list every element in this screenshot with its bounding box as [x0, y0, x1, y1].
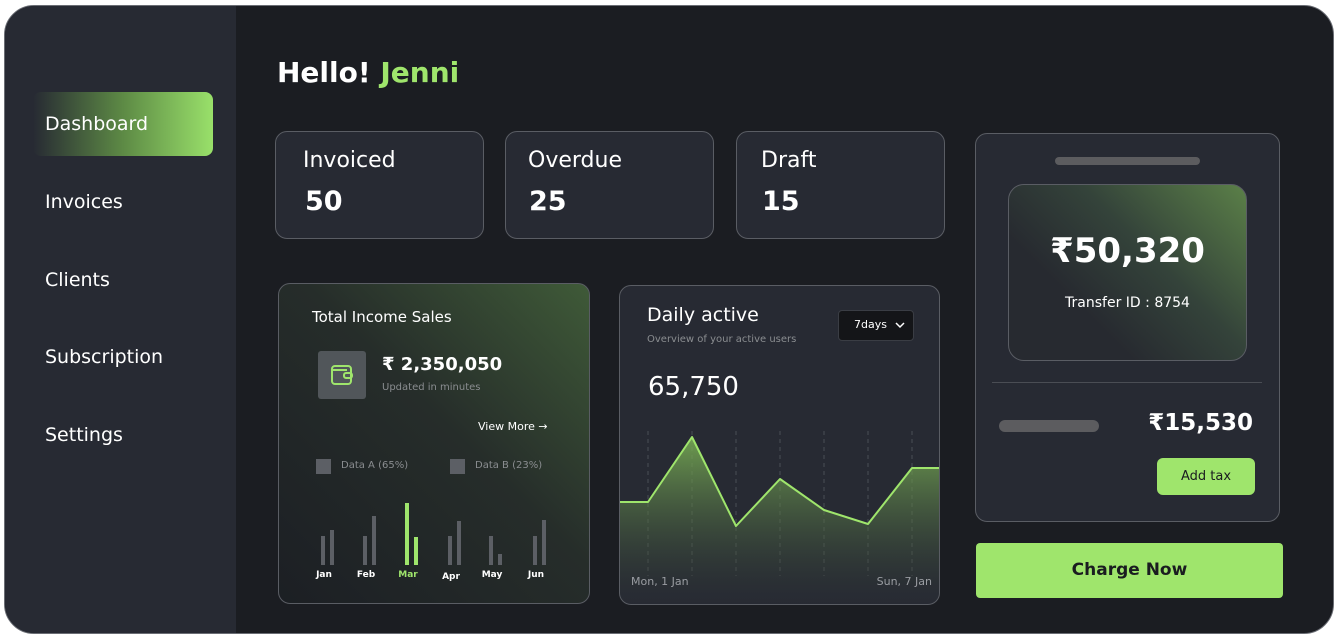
- bar-mar-b: [414, 537, 418, 565]
- x-tick-label: Jan: [316, 570, 332, 580]
- income-subtitle: Updated in minutes: [382, 382, 481, 393]
- daily-value: 65,750: [648, 372, 739, 402]
- user-name: Jenni: [380, 56, 460, 89]
- data-point: [823, 509, 825, 511]
- x-tick-label: Jun: [527, 570, 545, 580]
- view-more-label: View More: [478, 420, 535, 433]
- x-tick-label: Apr: [442, 572, 460, 582]
- x-tick-label: Feb: [356, 570, 376, 580]
- sidebar: Dashboard Invoices Clients Subscription …: [5, 6, 236, 633]
- bar-may-b: [498, 554, 502, 565]
- bar-jan-b: [330, 530, 334, 565]
- income-title: Total Income Sales: [312, 308, 452, 326]
- stat-label: Draft: [761, 148, 817, 173]
- stat-value: 50: [305, 186, 343, 217]
- greeting-prefix: Hello!: [277, 56, 371, 89]
- area-fill: [620, 437, 939, 604]
- placeholder-bar: [999, 420, 1099, 432]
- stat-value: 25: [529, 186, 567, 217]
- legend-label-b: Data B (23%): [475, 460, 543, 471]
- data-point: [911, 467, 913, 469]
- stat-card-overdue[interactable]: Overdue 25: [505, 131, 714, 239]
- data-point: [647, 501, 649, 503]
- daily-area-chart: [620, 431, 939, 604]
- bar-feb-a: [363, 536, 367, 565]
- data-point: [867, 523, 869, 525]
- data-point: [779, 478, 781, 480]
- legend-swatch-a: [316, 459, 331, 474]
- view-more-link[interactable]: View More →: [478, 420, 548, 433]
- transfer-card: ₹50,320 Transfer ID : 8754 ₹15,530 Add t…: [975, 133, 1280, 522]
- range-dropdown[interactable]: 7days: [838, 310, 914, 341]
- data-point: [691, 436, 693, 438]
- placeholder-bar: [1055, 157, 1200, 165]
- sidebar-item-settings[interactable]: Settings: [45, 424, 123, 446]
- charge-now-button[interactable]: Charge Now: [976, 543, 1283, 598]
- add-tax-button[interactable]: Add tax: [1157, 458, 1255, 495]
- range-value: 7days: [854, 318, 887, 331]
- page-title: Hello! Jenni: [277, 56, 459, 89]
- sub-amount: ₹15,530: [1148, 410, 1253, 436]
- bar-apr-a: [448, 536, 452, 565]
- chevron-down-icon: [895, 311, 905, 350]
- x-label-start: Mon, 1 Jan: [631, 575, 689, 588]
- sidebar-item-subscription[interactable]: Subscription: [45, 346, 164, 368]
- legend-swatch-b: [450, 459, 465, 474]
- x-tick-label: May: [481, 570, 503, 580]
- wallet-icon: [318, 351, 366, 399]
- stat-label: Overdue: [528, 148, 622, 173]
- x-label-end: Sun, 7 Jan: [876, 575, 932, 588]
- amount-panel: ₹50,320 Transfer ID : 8754: [1008, 184, 1247, 361]
- data-point: [735, 525, 737, 527]
- bar-may-a: [489, 536, 493, 565]
- bar-jun-a: [533, 536, 537, 565]
- daily-active-card: Daily active Overview of your active use…: [619, 285, 940, 605]
- arrow-right-icon: →: [538, 420, 548, 433]
- bar-jan-a: [321, 536, 325, 565]
- stat-value: 15: [762, 186, 800, 217]
- stat-card-draft[interactable]: Draft 15: [736, 131, 945, 239]
- income-amount: ₹ 2,350,050: [382, 354, 503, 375]
- bar-apr-b: [457, 521, 461, 565]
- income-card: Total Income Sales ₹ 2,350,050 Updated i…: [278, 283, 590, 604]
- sidebar-item-clients[interactable]: Clients: [45, 269, 110, 291]
- stat-label: Invoiced: [303, 148, 396, 173]
- transfer-amount: ₹50,320: [1050, 231, 1205, 271]
- sidebar-item-invoices[interactable]: Invoices: [45, 191, 123, 213]
- legend-label-a: Data A (65%): [341, 460, 409, 471]
- daily-subtitle: Overview of your active users: [647, 334, 797, 345]
- x-tick-label: Mar: [398, 570, 418, 580]
- bar-feb-b: [372, 516, 376, 565]
- bar-mar-a: [405, 503, 409, 565]
- sidebar-item-dashboard[interactable]: Dashboard: [33, 92, 213, 156]
- bar-jun-b: [542, 520, 546, 565]
- daily-title: Daily active: [647, 304, 759, 326]
- stat-card-invoiced[interactable]: Invoiced 50: [275, 131, 484, 239]
- transfer-id: Transfer ID : 8754: [1065, 295, 1190, 311]
- divider: [992, 382, 1262, 383]
